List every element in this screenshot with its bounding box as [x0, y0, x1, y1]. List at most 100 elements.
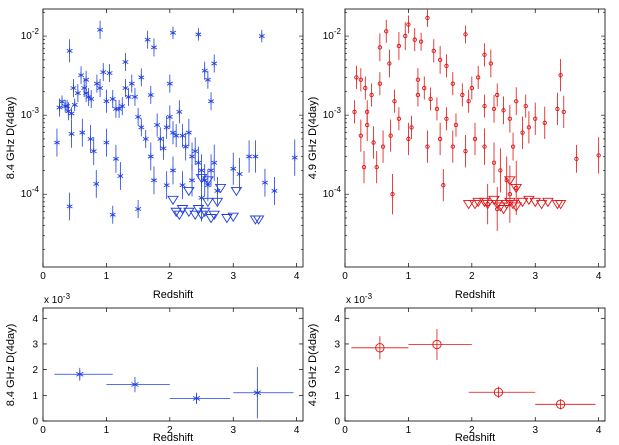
upper-limit-point — [472, 197, 484, 208]
y-axis-label: 4.9 GHz D(4day) — [307, 324, 319, 407]
data-point — [482, 128, 487, 165]
data-point — [371, 126, 376, 159]
data-point — [463, 135, 468, 168]
data-point — [192, 137, 199, 166]
upper-limit-point — [510, 202, 523, 212]
upper-limit-point — [504, 197, 516, 208]
y-axis-label: 4.9 GHz D(4day) — [307, 97, 319, 180]
y-axis-label: 8.4 GHz D(4day) — [5, 324, 17, 407]
data-point — [74, 84, 81, 103]
data-point — [514, 87, 519, 116]
upper-limit-point — [497, 205, 510, 215]
upper-limit-point — [516, 197, 529, 208]
upper-limit-point — [202, 176, 214, 186]
axis-ticks: 0 1 2 3 4 0 1 2 3 4 — [32, 308, 303, 436]
data-point — [418, 32, 424, 51]
x-tick-label: 4 — [596, 425, 602, 436]
x-tick-label: 2 — [469, 271, 475, 282]
data-point — [491, 94, 497, 123]
upper-limit-point — [491, 200, 504, 210]
data-point — [138, 68, 145, 87]
x-axis-label: Redshift — [455, 432, 495, 444]
data-point — [173, 124, 180, 148]
data-point — [428, 87, 433, 111]
binned-point — [535, 399, 596, 410]
data-point — [204, 70, 211, 89]
data-point — [415, 68, 421, 92]
upper-limit-point — [504, 176, 516, 186]
data-marks — [352, 8, 601, 232]
data-point — [358, 68, 364, 92]
data-point — [236, 157, 243, 191]
data-point — [117, 162, 124, 190]
data-point — [291, 139, 298, 176]
data-point — [469, 76, 474, 100]
upper-limit-point — [481, 200, 494, 210]
data-point — [179, 124, 186, 148]
data-point — [195, 28, 202, 41]
data-point — [87, 125, 94, 153]
x-tick-label: 4 — [294, 271, 300, 282]
y-tick-label: 3 — [32, 339, 38, 350]
binned-point — [233, 367, 294, 419]
data-point — [68, 119, 75, 148]
panel-4-9ghz-scatter: 0 1 2 3 4 10-4 10-3 10-2 Redshift 4.9 GHz D(4da… — [307, 8, 606, 301]
y-tick-label: 4 — [32, 314, 38, 325]
data-point — [93, 74, 100, 93]
data-point — [182, 132, 189, 161]
data-point — [596, 137, 601, 174]
y-tick-label: 1 — [334, 391, 340, 402]
binned-point — [468, 386, 536, 398]
data-point — [66, 39, 73, 63]
x-tick-label: 0 — [40, 425, 46, 436]
x-tick-label: 2 — [469, 425, 475, 436]
x-tick-label: 3 — [230, 271, 236, 282]
y-tick-label: 10-3 — [21, 106, 40, 121]
data-point — [482, 43, 487, 67]
data-point — [88, 89, 95, 109]
data-point — [68, 107, 75, 120]
data-point — [437, 122, 443, 156]
data-point — [444, 107, 449, 131]
data-point — [574, 144, 579, 173]
x-tick-label: 3 — [230, 425, 236, 436]
data-point — [482, 94, 487, 118]
y-tick-label: 4 — [334, 314, 340, 325]
data-point — [208, 92, 215, 111]
upper-limit-point — [494, 202, 507, 212]
data-point — [71, 98, 78, 112]
data-point — [100, 63, 107, 82]
binned-point — [169, 392, 231, 405]
data-point — [444, 54, 449, 78]
data-point — [142, 129, 149, 148]
panel-8-4ghz-binned: 0 1 2 3 4 0 1 2 3 4 x 10-3 Redshift 8.4 GHz D(4da… — [5, 292, 304, 444]
x-tick-label: 0 — [342, 425, 348, 436]
axis-multiplier: x 10-3 — [346, 292, 373, 306]
data-point — [160, 136, 167, 160]
data-point — [144, 30, 151, 49]
x-tick-label: 0 — [40, 271, 46, 282]
data-point — [147, 85, 154, 104]
data-point — [476, 65, 481, 89]
upper-limit-point — [478, 197, 491, 208]
data-point — [523, 94, 528, 118]
data-point — [138, 118, 145, 137]
x-axis-label: Redshift — [153, 432, 193, 444]
data-marks — [351, 329, 596, 410]
data-point — [261, 168, 268, 197]
data-point — [211, 144, 218, 181]
data-point — [97, 79, 104, 98]
panel-8-4ghz-scatter: 0 1 2 3 4 10-4 10-3 10-2 Redshift 8.4 GHz D(4da… — [5, 8, 304, 301]
binned-point — [408, 329, 472, 360]
panel-4-9ghz-binned: 0 1 2 3 4 0 1 2 3 4 x 10-3 Redshift 4.9 GHz D(4da… — [307, 292, 606, 444]
data-marks — [53, 20, 298, 225]
axis-multiplier: x 10-3 — [44, 292, 71, 306]
upper-limit-point — [183, 186, 195, 197]
data-point — [491, 142, 497, 183]
data-point — [406, 15, 411, 34]
x-axis-label: Redshift — [455, 289, 495, 301]
data-point — [271, 177, 278, 205]
data-point — [195, 146, 202, 179]
data-point — [501, 96, 506, 125]
